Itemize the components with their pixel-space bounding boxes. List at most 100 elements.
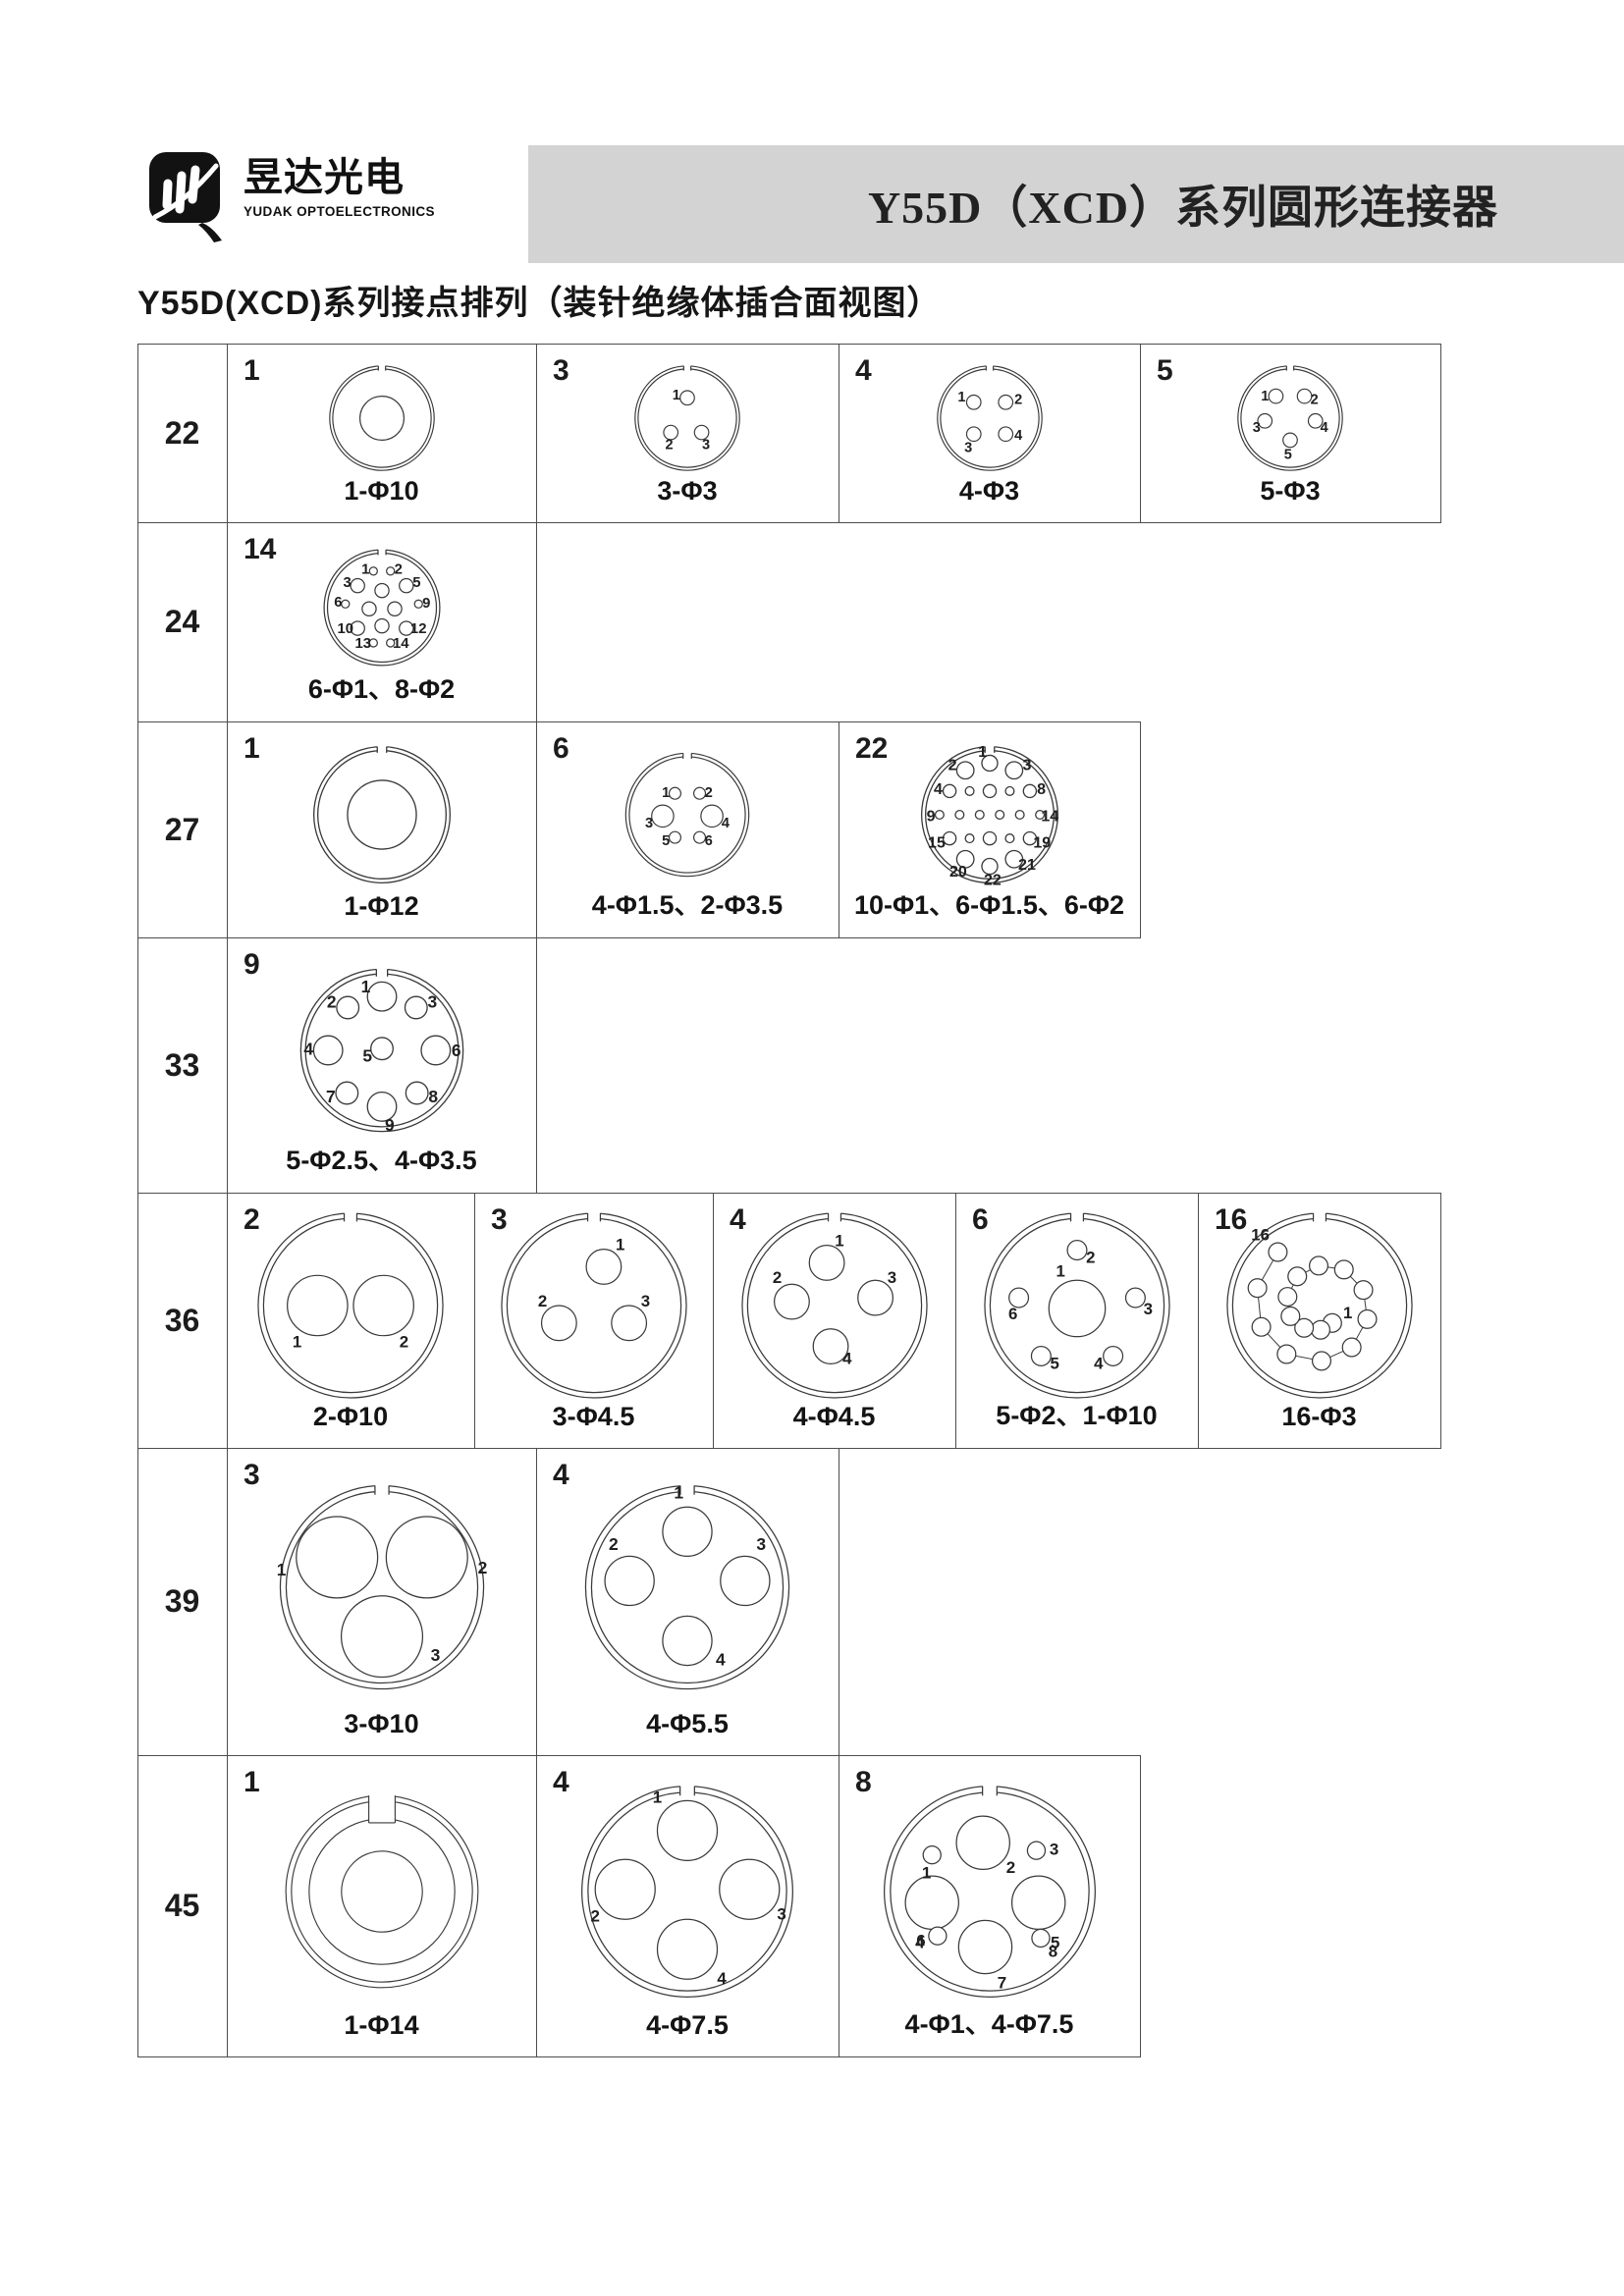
svg-text:3: 3	[756, 1534, 766, 1554]
pin-count: 1	[244, 732, 260, 765]
svg-text:4: 4	[722, 816, 730, 831]
svg-text:5: 5	[1284, 447, 1292, 462]
pin-spec-label: 5-Φ2.5、4-Φ3.5	[286, 1146, 477, 1175]
svg-text:5: 5	[1050, 1934, 1058, 1952]
svg-text:3: 3	[887, 1268, 895, 1287]
svg-text:13: 13	[354, 636, 371, 652]
pin-spec-label: 5-Φ2、1-Φ10	[996, 1401, 1158, 1430]
svg-text:8: 8	[1037, 780, 1046, 798]
table-grid-line	[955, 1193, 956, 1449]
svg-text:4: 4	[842, 1349, 852, 1367]
arrangement-cell: 3 1 2 3 3-Φ3	[536, 344, 839, 522]
pin-count: 16	[1215, 1203, 1248, 1236]
pin-spec-label: 4-Φ4.5	[792, 1402, 876, 1431]
svg-text:4: 4	[1014, 428, 1023, 444]
svg-text:12: 12	[409, 621, 426, 637]
pin-count: 4	[730, 1203, 746, 1236]
arrangement-cell: 4 1 2 3 4 4-Φ5.5	[536, 1448, 839, 1755]
arrangement-cell: 3 1 2 3 3-Φ4.5	[474, 1193, 713, 1448]
connector-face-diagram: 1 2 3 4 5 6	[624, 751, 750, 878]
table-grid-line	[1440, 344, 1441, 523]
svg-text:5: 5	[362, 1045, 372, 1065]
arrangement-cell: 4 1 2 3 4 4-Φ4.5	[713, 1193, 955, 1448]
svg-text:6: 6	[916, 1931, 925, 1949]
table-grid-line	[536, 344, 537, 523]
pin-count: 6	[553, 732, 569, 765]
arrangement-cell: 2 1 2 2-Φ10	[227, 1193, 474, 1448]
pin-count: 4	[553, 1766, 569, 1798]
pin-count: 3	[553, 354, 569, 387]
arrangement-cell: 14 1 2 3 5 6 9 10 12 13 14 6-Φ1、8-Φ2	[227, 522, 536, 721]
pin-count: 8	[855, 1766, 872, 1798]
table-grid-line	[1198, 1193, 1199, 1449]
arrangement-cell: 22 1 2 3 4 8 9 14 15 19 20 21 22 10-Φ1、6-Φ1.5、6-Φ2	[839, 721, 1140, 937]
pin-count: 3	[491, 1203, 508, 1236]
connector-face-diagram: 1 2 3 4 5 6 7 8	[883, 1783, 1096, 1998]
svg-text:1: 1	[835, 1232, 843, 1251]
connector-face-diagram: 1 2 3 4 8 9 14 15 19 20 21 22	[920, 743, 1058, 886]
svg-text:1: 1	[276, 1560, 286, 1579]
svg-text:1: 1	[673, 388, 680, 403]
svg-text:3: 3	[1049, 1841, 1057, 1859]
svg-text:4: 4	[717, 1969, 727, 1988]
svg-text:1: 1	[1343, 1304, 1352, 1322]
arrangement-cell: 1 1-Φ12	[227, 721, 536, 937]
connector-face-diagram: 1 2 3 4	[584, 1483, 790, 1690]
svg-text:3: 3	[640, 1292, 649, 1310]
svg-text:1: 1	[662, 785, 670, 801]
shell-size-label: 39	[164, 1583, 200, 1619]
pin-spec-label: 4-Φ7.5	[646, 2010, 729, 2040]
logo-name-en: YUDAK OPTOELECTRONICS	[244, 204, 435, 219]
pin-spec-label: 2-Φ10	[312, 1402, 389, 1431]
pin-count: 1	[244, 354, 260, 387]
svg-text:8: 8	[1048, 1943, 1056, 1961]
pin-count: 2	[244, 1203, 260, 1236]
svg-text:2: 2	[537, 1292, 546, 1310]
table-grid-line	[137, 1448, 1440, 1449]
pin-count: 5	[1157, 354, 1173, 387]
pin-spec-label: 3-Φ3	[657, 476, 718, 506]
table-grid-line	[1140, 721, 1141, 938]
arrangement-cell: 6 1 2 3 4 5 6 5-Φ2、1-Φ10	[955, 1193, 1198, 1448]
svg-text:3: 3	[964, 441, 972, 456]
shell-size-label: 27	[164, 811, 200, 847]
svg-text:1: 1	[616, 1236, 624, 1255]
pin-count: 3	[244, 1459, 260, 1491]
pin-spec-label: 6-Φ1、8-Φ2	[307, 674, 456, 704]
svg-text:2: 2	[1086, 1248, 1095, 1266]
svg-text:7: 7	[997, 1973, 1005, 1992]
svg-text:3: 3	[1253, 420, 1261, 436]
svg-text:2: 2	[394, 561, 402, 577]
arrangement-cell: 3 1 2 3 3-Φ10	[227, 1448, 536, 1755]
table-grid-line	[536, 721, 537, 938]
svg-text:19: 19	[1033, 834, 1051, 852]
svg-text:14: 14	[392, 636, 408, 652]
svg-text:3: 3	[343, 575, 351, 591]
svg-text:3: 3	[702, 437, 710, 453]
table-grid-line	[474, 1193, 475, 1449]
svg-text:3: 3	[777, 1904, 785, 1923]
pin-spec-label: 4-Φ3	[958, 476, 1020, 506]
svg-text:2: 2	[477, 1558, 487, 1577]
svg-text:3: 3	[1143, 1300, 1152, 1318]
svg-text:3: 3	[645, 816, 653, 831]
arrangement-cell: 16 1 16 16-Φ3	[1198, 1193, 1440, 1448]
connector-face-diagram	[285, 1792, 478, 1989]
pin-spec-label: 10-Φ1、6-Φ1.5、6-Φ2	[853, 890, 1125, 920]
svg-text:4: 4	[1094, 1354, 1104, 1372]
table-grid-line	[137, 1755, 1140, 1756]
table-grid-line	[137, 721, 1140, 722]
pin-count: 4	[553, 1459, 569, 1491]
logo: 昱达光电 YUDAK OPTOELECTRONICS	[147, 150, 435, 244]
svg-text:4: 4	[1321, 420, 1329, 436]
connector-face-diagram: 1 2 3	[276, 1482, 487, 1690]
svg-text:2: 2	[947, 757, 956, 774]
svg-text:6: 6	[705, 833, 713, 849]
arrangement-cell: 1 1-Φ14	[227, 1755, 536, 2056]
logo-text: 昱达光电 YUDAK OPTOELECTRONICS	[244, 150, 435, 219]
connector-face-diagram: 1 2 3 4	[936, 364, 1043, 471]
pin-spec-label: 1-Φ14	[344, 2010, 419, 2040]
connector-face-diagram	[312, 744, 451, 884]
svg-text:20: 20	[948, 863, 966, 881]
